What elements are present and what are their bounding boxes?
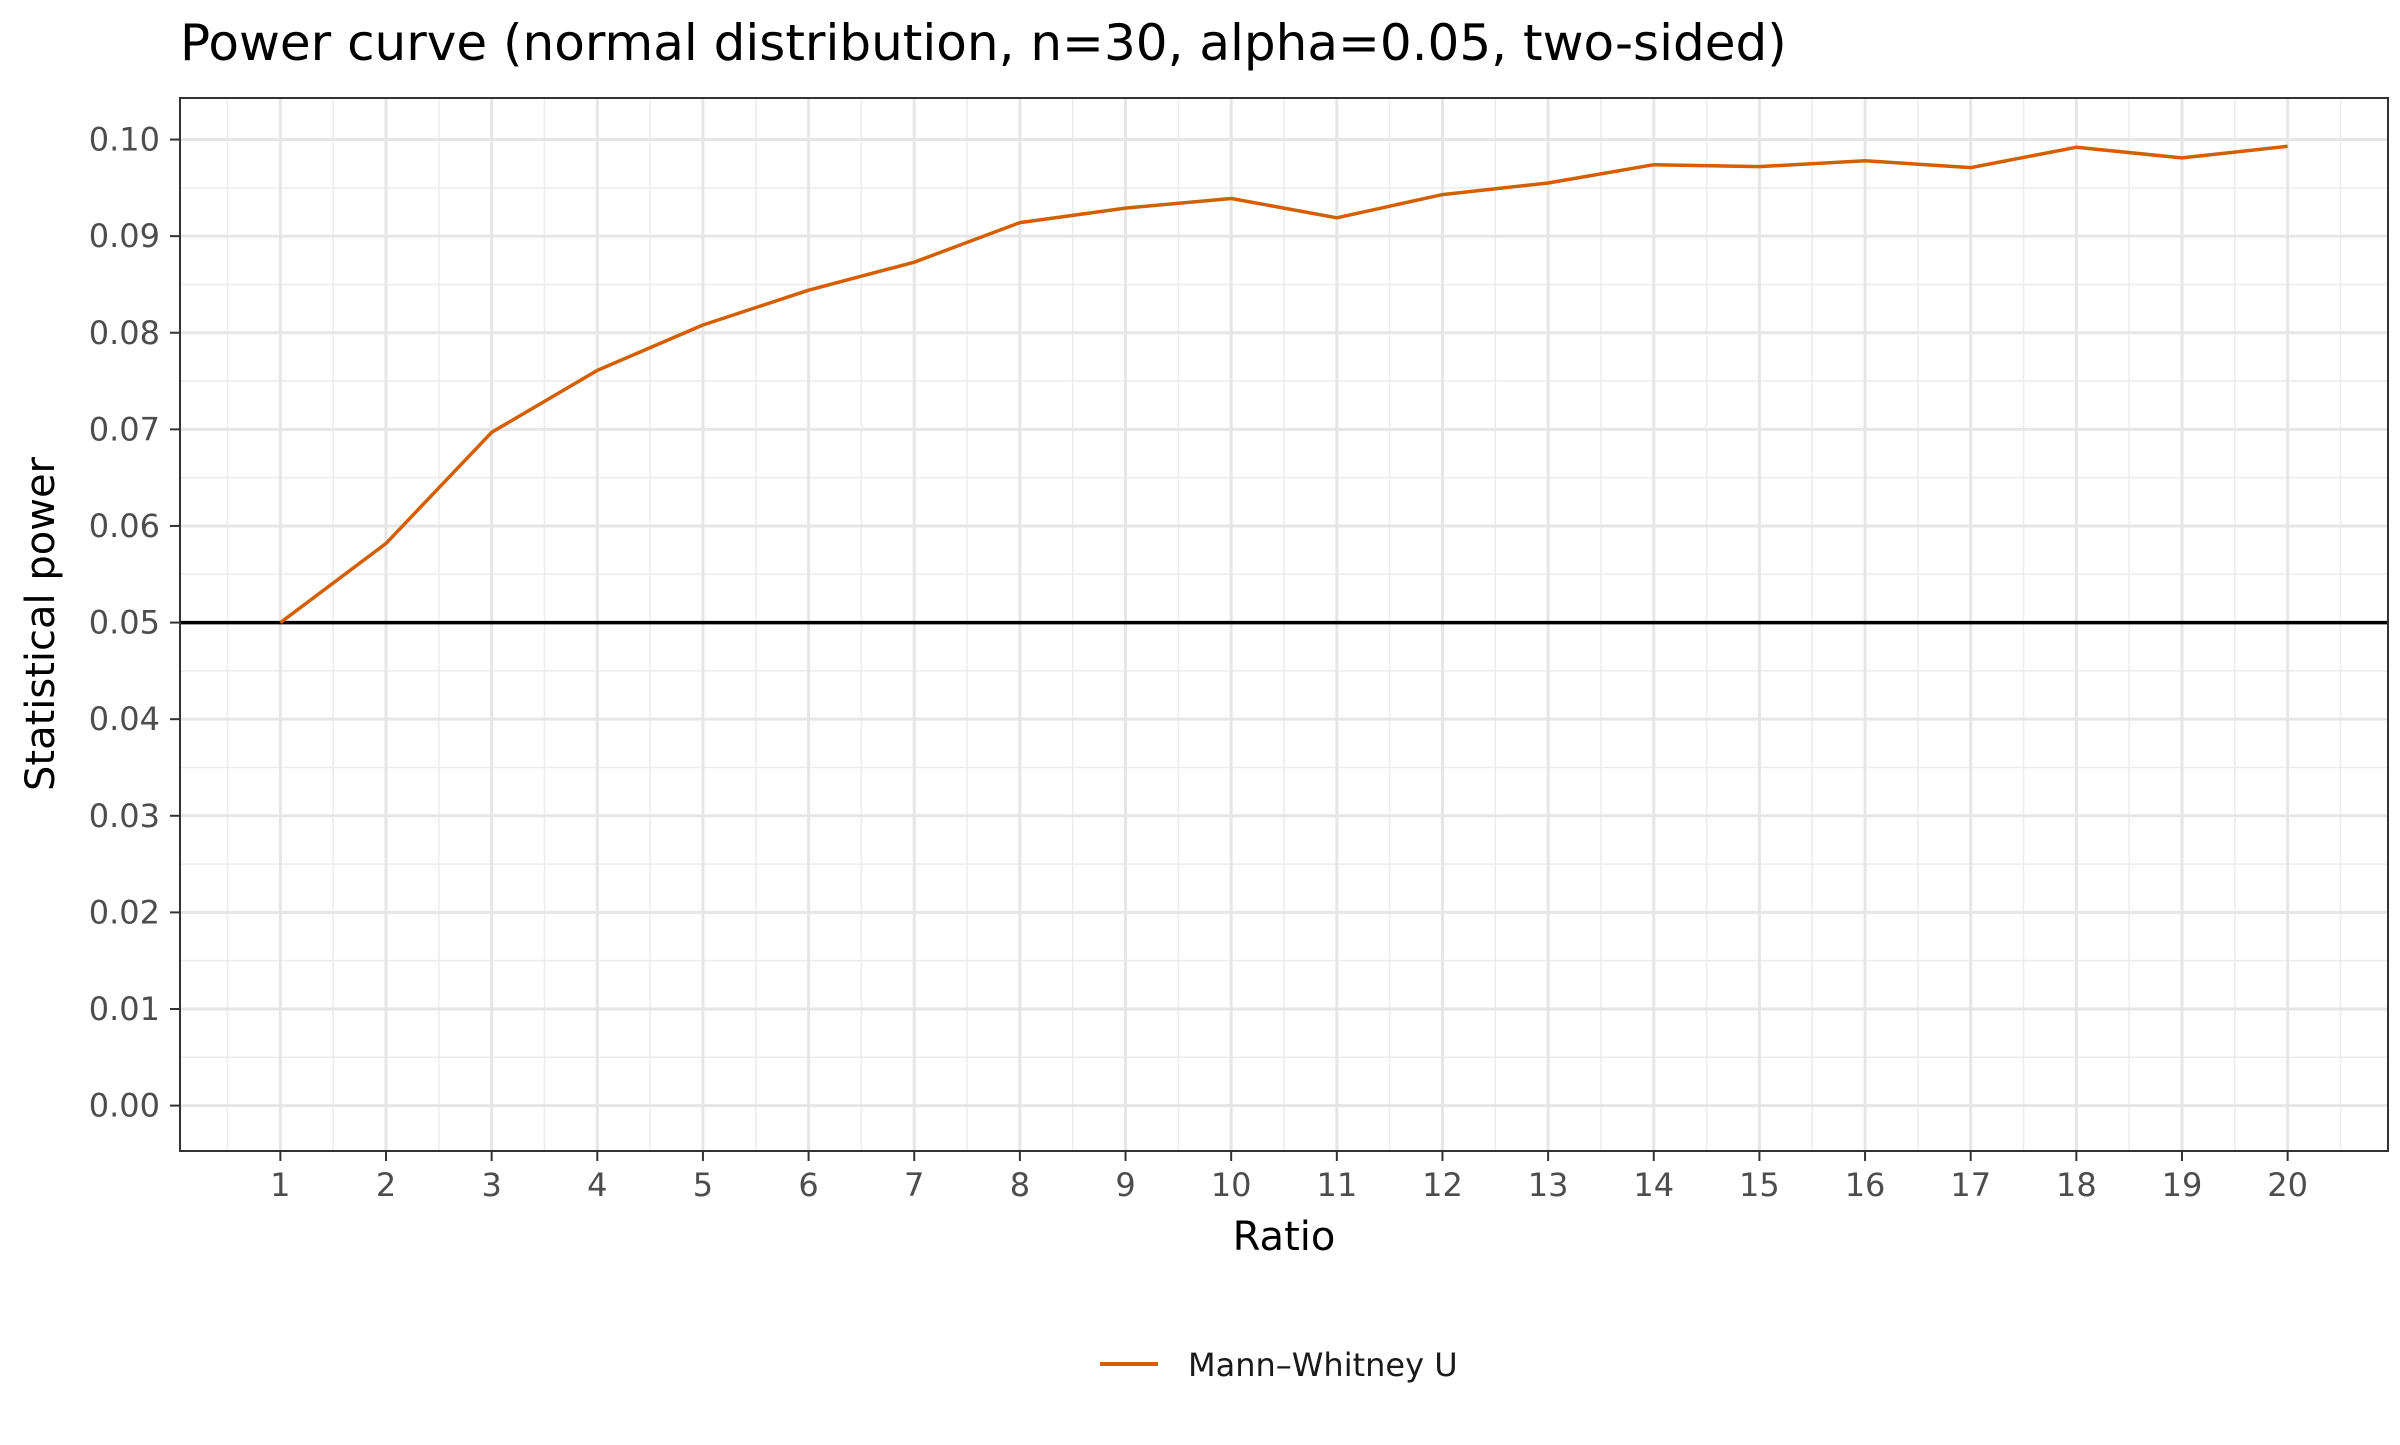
x-tick-label: 7	[904, 1166, 924, 1204]
x-tick-label: 12	[1422, 1166, 1463, 1204]
x-tick-label: 3	[481, 1166, 501, 1204]
y-tick-label: 0.09	[89, 217, 160, 255]
x-tick-label: 5	[693, 1166, 713, 1204]
y-tick-label: 0.07	[89, 410, 160, 448]
y-tick-label: 0.05	[89, 604, 160, 642]
y-tick-label: 0.10	[89, 121, 160, 159]
x-tick-label: 1	[270, 1166, 290, 1204]
x-tick-label: 10	[1211, 1166, 1252, 1204]
series-line-mann-whitney	[279, 144, 2288, 624]
x-tick-label: 9	[1115, 1166, 1135, 1204]
x-tick-label: 16	[1845, 1166, 1886, 1204]
x-tick-label: 18	[2056, 1166, 2097, 1204]
y-tick-label: 0.03	[89, 797, 160, 835]
minor-gridlines	[180, 98, 2388, 1151]
series-layer	[279, 144, 2288, 624]
x-tick-label: 4	[587, 1166, 607, 1204]
y-tick-label: 0.02	[89, 893, 160, 931]
x-axis-title: Ratio	[1233, 1214, 1336, 1260]
x-tick-label: 19	[2162, 1166, 2203, 1204]
x-tick-label: 11	[1316, 1166, 1357, 1204]
y-tick-label: 0.08	[89, 314, 160, 352]
x-tick-label: 20	[2267, 1166, 2308, 1204]
x-axis-ticks: 1 2 3 4 5 6 7 8 9 10 11 12 13 14 15 16 17 18 19 20	[270, 1151, 2308, 1204]
y-tick-label: 0.06	[89, 507, 160, 545]
y-tick-label: 0.00	[89, 1087, 160, 1125]
y-axis-title: Statistical power	[18, 456, 64, 791]
chart-title: Power curve (normal distribution, n=30, …	[180, 14, 1787, 72]
x-tick-label: 17	[1950, 1166, 1991, 1204]
x-tick-label: 15	[1739, 1166, 1780, 1204]
y-tick-label: 0.04	[89, 700, 160, 738]
major-gridlines	[180, 98, 2388, 1151]
x-tick-label: 13	[1528, 1166, 1569, 1204]
y-tick-label: 0.01	[89, 990, 160, 1028]
x-tick-label: 8	[1010, 1166, 1030, 1204]
legend: Mann–Whitney U	[1100, 1346, 1458, 1384]
legend-label-mann-whitney: Mann–Whitney U	[1188, 1346, 1458, 1384]
x-tick-label: 2	[376, 1166, 396, 1204]
x-tick-label: 14	[1633, 1166, 1674, 1204]
plot-panel-border	[179, 97, 2389, 1152]
y-axis-ticks: 0.00 0.01 0.02 0.03 0.04 0.05 0.06 0.07 0.08 0.09…	[89, 121, 180, 1125]
x-tick-label: 6	[798, 1166, 818, 1204]
